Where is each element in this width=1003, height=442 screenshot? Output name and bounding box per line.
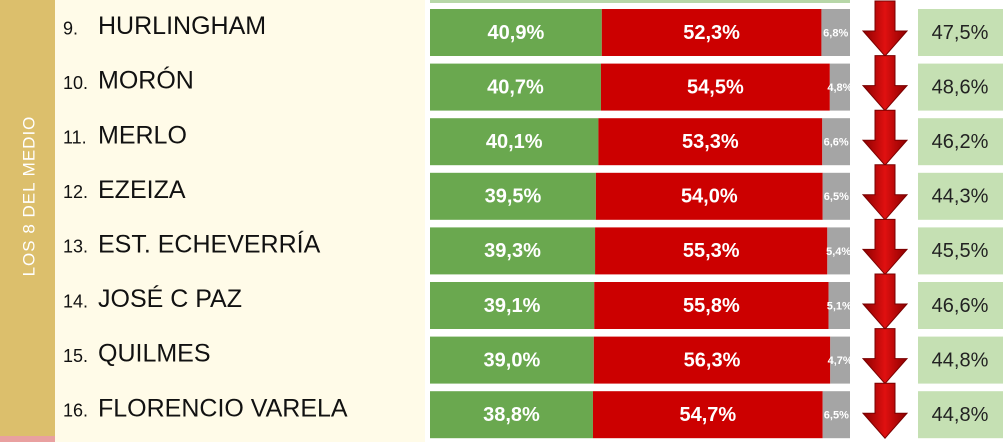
- bar-segment: [430, 63, 601, 111]
- value-label: 6,5%: [824, 191, 849, 203]
- down-arrow: [861, 164, 909, 221]
- bar-segment: [595, 227, 828, 275]
- column-label: 45,5%: [932, 240, 989, 262]
- column-label: 46,2%: [932, 131, 989, 153]
- down-arrow: [861, 273, 909, 330]
- value-label: 54,0%: [681, 186, 738, 208]
- rank: 15.: [63, 346, 88, 366]
- down-arrow: [861, 0, 909, 57]
- rank: 16.: [63, 400, 88, 420]
- value-label: 38,8%: [483, 404, 540, 426]
- value-label: 53,3%: [682, 131, 739, 153]
- value-label: 4,8%: [827, 82, 852, 94]
- category-label: MERLO: [98, 121, 187, 149]
- bar-segment: [601, 9, 822, 56]
- column-label: 47,5%: [932, 22, 989, 44]
- category-label: EST. ECHEVERRÍA: [98, 230, 321, 259]
- column-cell: [918, 227, 1003, 275]
- value-label: 4,7%: [828, 355, 853, 367]
- bar-segment: [430, 227, 596, 275]
- bar-segment: [828, 282, 850, 329]
- bar-segment: [598, 118, 823, 166]
- rank: 11.: [63, 127, 87, 147]
- bar-segment: [430, 172, 596, 220]
- value-label: 40,7%: [487, 76, 544, 98]
- bar-segment: [592, 391, 823, 439]
- value-label: 55,3%: [683, 240, 740, 262]
- value-label: 40,1%: [486, 131, 543, 153]
- group-strip: [0, 0, 55, 436]
- down-arrow: [861, 109, 909, 166]
- bar-segment: [600, 63, 830, 111]
- value-label: 6,5%: [824, 410, 849, 422]
- bar-segment: [430, 391, 593, 439]
- value-label: 54,7%: [679, 404, 736, 426]
- value-label: 39,0%: [484, 349, 541, 371]
- value-label: 54,5%: [687, 76, 744, 98]
- bar-segment: [822, 118, 850, 166]
- value-label: 39,1%: [484, 295, 541, 317]
- bar-segment: [830, 336, 850, 384]
- column-label: 44,3%: [932, 186, 989, 208]
- column-cell: [918, 172, 1003, 220]
- column-cell: [918, 9, 1003, 56]
- rank: 9.: [63, 18, 78, 38]
- value-label: 39,5%: [485, 186, 542, 208]
- category-label: HURLINGHAM: [98, 12, 266, 40]
- category-label: QUILMES: [98, 340, 211, 368]
- bar-segment: [430, 9, 602, 56]
- bar-segment: [594, 282, 829, 329]
- bar-segment: [822, 172, 850, 220]
- bar-segment: [593, 336, 831, 384]
- value-label: 40,9%: [488, 22, 545, 44]
- category-label: MORÓN: [98, 66, 194, 95]
- column-label: 48,6%: [932, 76, 989, 98]
- category-label: EZEIZA: [98, 176, 186, 204]
- rank: 13.: [63, 237, 88, 257]
- bar-segment: [822, 391, 850, 439]
- down-arrow: [861, 55, 909, 112]
- column-cell: [918, 118, 1003, 166]
- bar-segment: [821, 9, 850, 56]
- column-label: 44,8%: [932, 349, 989, 371]
- column-cell: [918, 63, 1003, 111]
- value-label: 39,3%: [484, 240, 541, 262]
- bar-segment: [827, 227, 850, 275]
- value-label: 5,1%: [827, 300, 852, 312]
- value-label: 56,3%: [684, 349, 741, 371]
- rank: 14.: [63, 291, 88, 311]
- down-arrow: [861, 328, 909, 385]
- bar-segment: [430, 118, 599, 166]
- bar-segment: [595, 172, 823, 220]
- value-label: 55,8%: [683, 295, 740, 317]
- next-group-strip: [0, 436, 55, 442]
- value-label: 6,8%: [823, 27, 848, 39]
- column-cell: [918, 282, 1003, 329]
- category-label: JOSÉ C PAZ: [98, 284, 242, 313]
- value-label: 5,4%: [826, 246, 851, 258]
- down-arrow: [861, 382, 909, 439]
- column-cell: [918, 336, 1003, 384]
- names-panel: [55, 0, 425, 442]
- column-label: 46,6%: [932, 295, 989, 317]
- rank: 10.: [63, 73, 88, 93]
- category-label: FLORENCIO VARELA: [98, 394, 348, 422]
- bar-segment: [430, 282, 595, 329]
- bar-segment: [430, 336, 594, 384]
- group-label: LOS 8 DEL MEDIO: [19, 116, 38, 277]
- value-label: 52,3%: [683, 22, 740, 44]
- column-label: 44,8%: [932, 404, 989, 426]
- top-edge: [430, 0, 850, 3]
- value-label: 6,6%: [824, 137, 849, 149]
- bar-segment: [829, 63, 850, 111]
- rank: 12.: [63, 182, 88, 202]
- column-cell: [918, 391, 1003, 439]
- down-arrow: [861, 218, 909, 276]
